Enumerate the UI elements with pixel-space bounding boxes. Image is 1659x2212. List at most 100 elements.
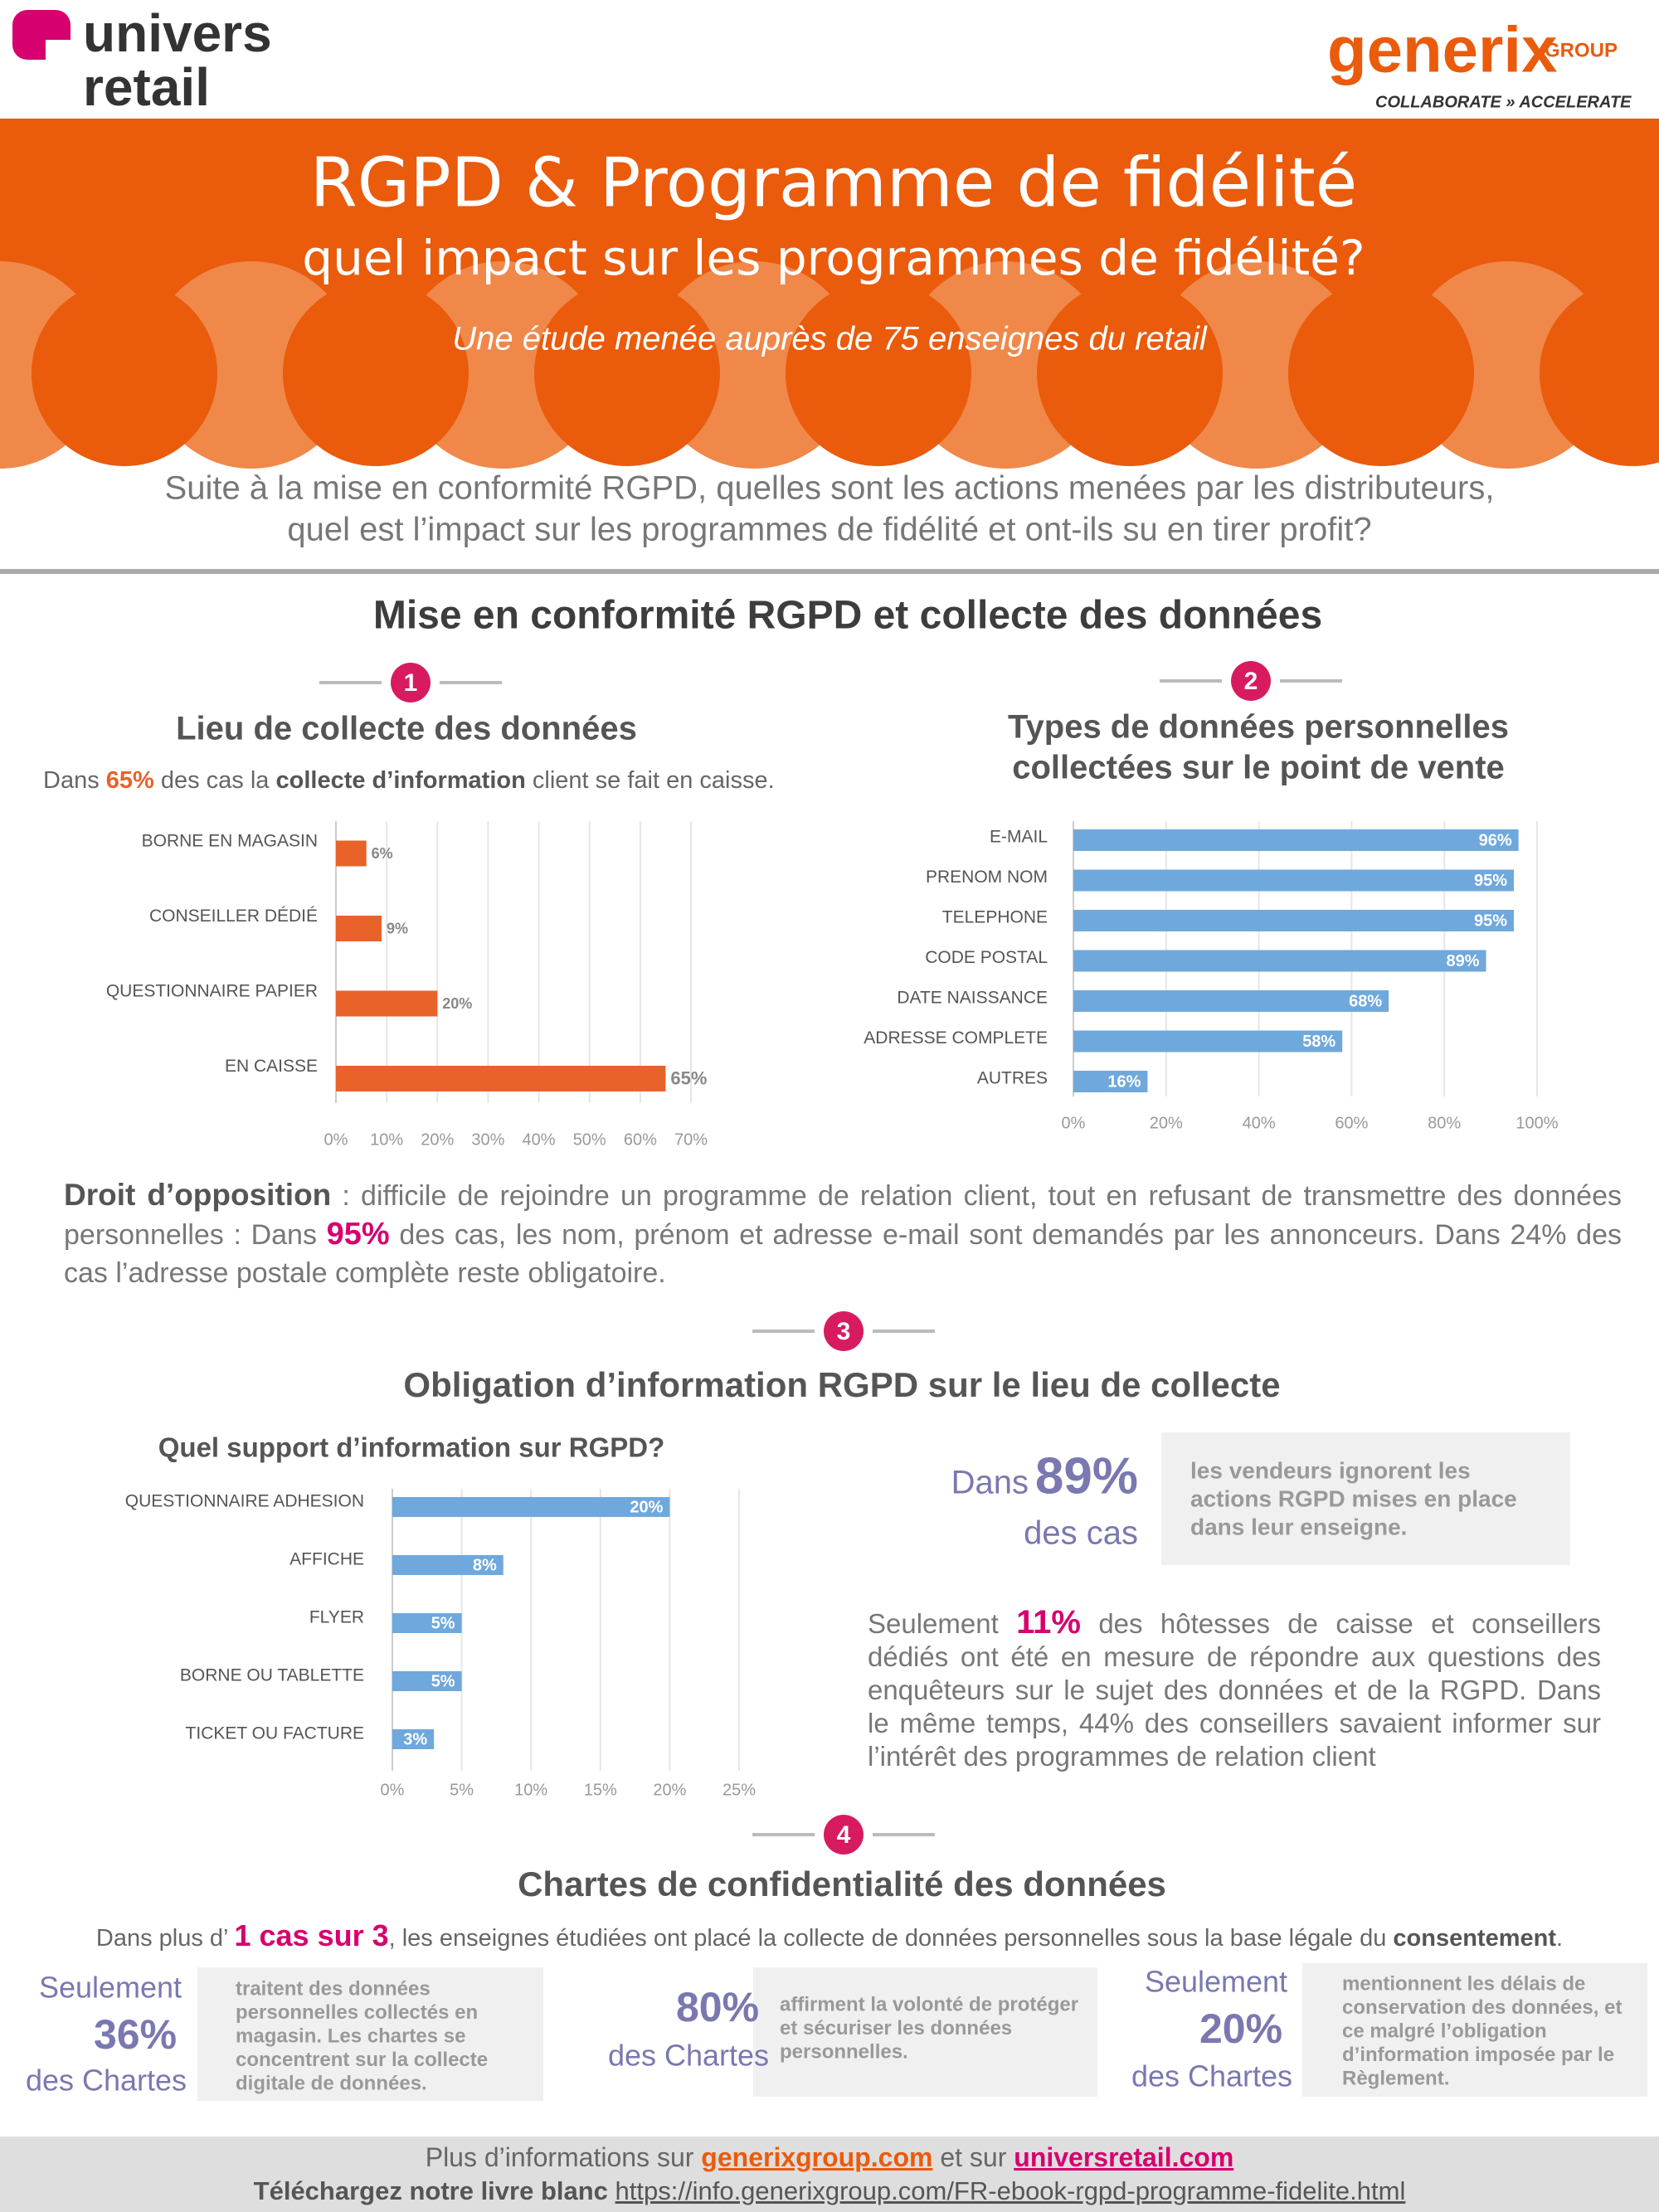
link[interactable]: https://info.generixgroup.com/FR-ebook-r… bbox=[615, 2176, 1406, 2205]
stat-text: digitale de données. bbox=[236, 2072, 427, 2094]
text: client se fait en caisse. bbox=[525, 767, 775, 794]
category-label: CONSEILLER DÉDIÉ bbox=[149, 907, 318, 926]
callout-box bbox=[1161, 1432, 1570, 1565]
step-number: 1 bbox=[404, 669, 418, 697]
x-tick-label: 80% bbox=[1428, 1114, 1461, 1132]
category-label: E-MAIL bbox=[990, 828, 1048, 847]
charter-intro: Dans plus d’ 1 cas sur 3, les enseignes … bbox=[0, 1918, 1659, 1953]
text: Plus d’informations sur bbox=[425, 2142, 702, 2172]
x-tick-label: 60% bbox=[624, 1130, 657, 1149]
intro: quel est l’impact sur les programmes de … bbox=[287, 512, 1371, 548]
value-label: 68% bbox=[1349, 992, 1382, 1010]
section-heading: Mise en conformité RGPD et collecte des … bbox=[373, 594, 1322, 638]
callout-text: actions RGPD mises en place bbox=[1190, 1485, 1517, 1511]
stat-text: d’information imposée par le bbox=[1342, 2044, 1614, 2066]
logo-right: generix bbox=[1327, 13, 1557, 86]
x-tick-label: 20% bbox=[653, 1781, 686, 1799]
category-label: BORNE OU TABLETTE bbox=[180, 1666, 364, 1685]
value-label: 20% bbox=[630, 1498, 663, 1516]
stat-text: concentrent sur la collecte bbox=[236, 2049, 488, 2071]
bar bbox=[1073, 910, 1515, 931]
bar bbox=[336, 1066, 666, 1091]
section-heading: Obligation d’information RGPD sur le lie… bbox=[403, 1365, 1280, 1404]
stat-value: 20% bbox=[1199, 2005, 1282, 2052]
scallop bbox=[32, 280, 217, 466]
bar bbox=[392, 1671, 462, 1691]
step-circle bbox=[1231, 661, 1271, 701]
bar bbox=[336, 916, 382, 941]
text: des hôtesses de caisse et conseillers dé… bbox=[868, 1608, 1602, 1772]
highlight: 95% bbox=[326, 1217, 390, 1252]
link[interactable]: generixgroup.com bbox=[701, 2142, 933, 2172]
stat-value: 80% bbox=[676, 1984, 759, 2030]
category-label: QUESTIONNAIRE ADHESION bbox=[125, 1492, 364, 1511]
value-label: 16% bbox=[1107, 1072, 1141, 1091]
category-label: FLYER bbox=[309, 1608, 364, 1627]
x-tick-label: 70% bbox=[674, 1130, 708, 1149]
stat-box bbox=[753, 1967, 1097, 2097]
title: RGPD & Programme de fidélité bbox=[310, 143, 1357, 222]
category-label: BORNE EN MAGASIN bbox=[142, 832, 318, 851]
section-heading: Chartes de confidentialité des données bbox=[518, 1864, 1166, 1903]
stat-line: Dans 65% des cas la collecte d’informati… bbox=[43, 767, 873, 795]
opposition-paragraph: Droit d’opposition : difficile de rejoin… bbox=[64, 1176, 1622, 1292]
text: Dans bbox=[43, 767, 106, 794]
x-tick-label: 40% bbox=[1243, 1114, 1276, 1132]
stat-box bbox=[197, 1967, 543, 2101]
value-label: 96% bbox=[1479, 831, 1512, 849]
category-label: CODE POSTAL bbox=[925, 948, 1048, 967]
bar bbox=[1073, 869, 1515, 892]
highlight: 11% bbox=[1016, 1604, 1081, 1641]
value-label: 9% bbox=[387, 920, 408, 936]
value-label: 95% bbox=[1474, 912, 1507, 930]
x-tick-label: 100% bbox=[1515, 1114, 1558, 1132]
logo-left: retail bbox=[83, 57, 210, 117]
chart-title: Lieu de collecte des données bbox=[176, 711, 637, 747]
stat-suffix: des Chartes bbox=[608, 2039, 769, 2073]
link[interactable]: universretail.com bbox=[1014, 2142, 1234, 2172]
stat-text: mentionnent les délais de bbox=[1342, 1972, 1585, 1995]
value-label: 5% bbox=[431, 1614, 455, 1632]
x-tick-label: 0% bbox=[324, 1130, 348, 1149]
value-label: 95% bbox=[1474, 872, 1507, 890]
footer-line: Téléchargez notre livre blanc https://in… bbox=[0, 2176, 1659, 2206]
bar bbox=[336, 990, 438, 1017]
bar bbox=[392, 1613, 462, 1633]
emphasis: consentement bbox=[1393, 1925, 1557, 1952]
text: : difficile de rejoindre un programme de… bbox=[64, 1180, 1622, 1251]
category-label: ADRESSE COMPLETE bbox=[864, 1028, 1048, 1048]
text: Dans plus d’ bbox=[95, 1925, 235, 1952]
value-label: 3% bbox=[403, 1730, 427, 1748]
emphasis: collecte d’information bbox=[275, 767, 526, 794]
x-tick-label: 30% bbox=[471, 1130, 504, 1149]
category-label: TICKET OU FACTURE bbox=[186, 1724, 364, 1743]
scallop bbox=[1037, 280, 1223, 466]
bar bbox=[1073, 990, 1389, 1012]
step-number: 4 bbox=[837, 1821, 851, 1849]
bar bbox=[1073, 950, 1486, 972]
step-circle bbox=[391, 663, 431, 702]
category-label: EN CAISSE bbox=[225, 1057, 318, 1076]
study: Une étude menée auprès de 75 enseignes d… bbox=[452, 321, 1208, 357]
emphasis: Droit d’opposition bbox=[64, 1178, 332, 1212]
scallop bbox=[283, 280, 469, 466]
footer-band bbox=[0, 2137, 1659, 2212]
category-label: QUESTIONNAIRE PAPIER bbox=[106, 982, 318, 1001]
subtitle: quel impact sur les programmes de fidéli… bbox=[302, 230, 1365, 286]
bar bbox=[392, 1729, 435, 1749]
callout-text: dans leur enseigne. bbox=[1190, 1514, 1407, 1539]
x-tick-label: 20% bbox=[1150, 1114, 1183, 1132]
text: , les enseignes étudiées ont placé la co… bbox=[388, 1925, 1394, 1952]
value-label: 5% bbox=[431, 1672, 455, 1690]
scallop bbox=[786, 280, 971, 466]
category-label: AFFICHE bbox=[289, 1550, 364, 1569]
x-tick-label: 50% bbox=[573, 1130, 606, 1149]
step-circle bbox=[824, 1815, 864, 1855]
divider bbox=[0, 569, 1659, 574]
value-label: 6% bbox=[372, 845, 393, 862]
category-label: PRENOM NOM bbox=[926, 868, 1048, 887]
value-label: 89% bbox=[1446, 952, 1479, 970]
staff-paragraph: Seulement 11% des hôtesses de caisse et … bbox=[868, 1606, 1601, 1773]
